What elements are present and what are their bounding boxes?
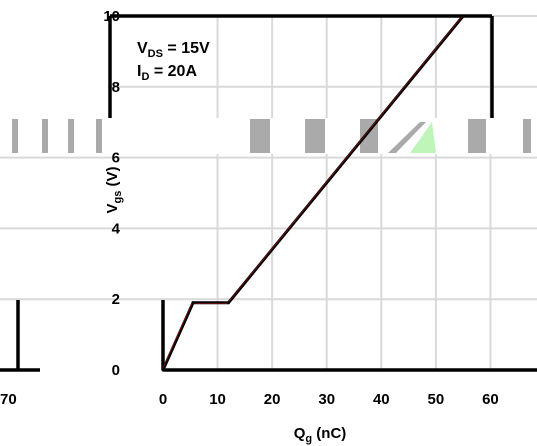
artifact-band-block-2: [68, 119, 74, 153]
x-tick-label-3: 30: [318, 391, 335, 408]
x-tick-label-6: 60: [482, 391, 499, 408]
x-tick-label-0: 0: [159, 391, 167, 408]
artifact-band-block-4: [250, 119, 270, 153]
plot-frame: [0, 14, 537, 372]
artifact-green-patch: [410, 122, 436, 153]
x-tick-label-1: 10: [209, 391, 226, 408]
artifact-band-block-5: [305, 119, 325, 153]
artifact-band-block-3: [96, 119, 102, 153]
series-0-fringe: [161, 16, 463, 371]
series-0-point-3: [461, 14, 465, 18]
left-partial-tick-label: 70: [0, 391, 17, 408]
series-0-line: [161, 15, 465, 371]
series-0-point-2: [226, 301, 230, 305]
x-tick-label-4: 40: [373, 391, 390, 408]
series-0-point-0: [161, 368, 165, 372]
y-axis-label: Vgs (V): [104, 166, 124, 213]
annotation-id: ID = 20A: [137, 63, 197, 83]
annotation-vds: VDS = 15V: [137, 40, 210, 60]
x-tick-label-5: 50: [428, 391, 445, 408]
artifact-band-block-0: [12, 119, 18, 153]
series-0-point-1: [191, 301, 195, 305]
artifact-gray-patch: [388, 122, 426, 153]
x-axis-label: Qg (nC): [294, 425, 347, 445]
artifact-band-block-1: [42, 119, 48, 153]
artifact-mask-left: [0, 0, 108, 118]
render-artifacts: [0, 0, 537, 154]
artifact-band-block-7: [468, 119, 486, 153]
data-series: [161, 14, 465, 372]
y-tick-label-0: 0: [112, 362, 120, 379]
y-tick-labels: 0 2 4 6 8 10: [103, 8, 120, 379]
y-tick-label-5: 10: [103, 8, 120, 25]
x-tick-label-2: 20: [264, 391, 281, 408]
y-tick-label-3: 6: [112, 150, 120, 167]
y-tick-label-1: 2: [112, 291, 120, 308]
artifact-band-block-8: [523, 119, 531, 153]
y-tick-label-4: 8: [112, 79, 120, 96]
y-tick-label-2: 4: [112, 220, 121, 237]
